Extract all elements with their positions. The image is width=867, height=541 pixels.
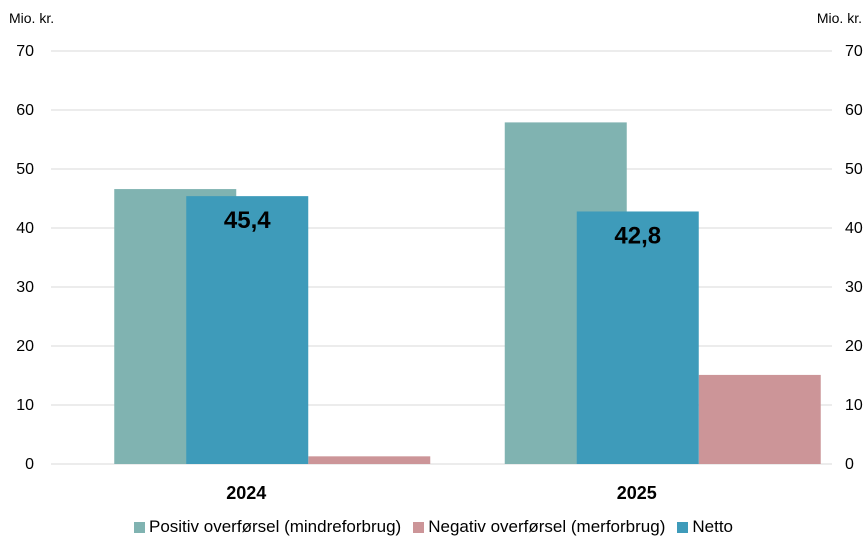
legend-swatch-netto bbox=[677, 521, 689, 533]
y-tick-label-right: 10 bbox=[845, 397, 863, 414]
bars bbox=[114, 122, 821, 464]
y-tick-label-left: 20 bbox=[16, 338, 34, 355]
legend: Positiv overførsel (mindreforbrug) Negat… bbox=[0, 516, 867, 538]
bar bbox=[308, 456, 431, 464]
bar bbox=[698, 374, 821, 464]
legend-item-positiv: Positiv overførsel (mindreforbrug) bbox=[133, 517, 402, 537]
y-tick-label-right: 40 bbox=[845, 220, 863, 237]
legend-item-netto: Netto bbox=[677, 517, 733, 537]
y-tick-label-left: 60 bbox=[16, 102, 34, 119]
legend-swatch-negativ bbox=[413, 521, 425, 533]
legend-swatch-positiv bbox=[133, 521, 145, 533]
y-tick-labels: 0 0 10 10 20 20 30 30 40 40 50 50 60 60 70 70 bbox=[16, 43, 863, 473]
y-tick-label-right: 50 bbox=[845, 161, 863, 178]
y-tick-label-right: 30 bbox=[845, 279, 863, 296]
chart-plot: Mio. kr. Mio. kr. 0 0 10 10 20 20 30 30 40 40 50 50… bbox=[9, 10, 863, 503]
data-label: 45,4 bbox=[224, 207, 271, 234]
data-label: 42,8 bbox=[614, 222, 661, 249]
y-axis-unit-right: Mio. kr. bbox=[817, 10, 862, 26]
y-tick-label-left: 50 bbox=[16, 161, 34, 178]
y-tick-label-left: 40 bbox=[16, 220, 34, 237]
y-tick-label-left: 0 bbox=[25, 456, 34, 473]
x-category-label: 2025 bbox=[617, 483, 657, 503]
y-tick-label-right: 20 bbox=[845, 338, 863, 355]
y-tick-label-right: 70 bbox=[845, 43, 863, 60]
bar bbox=[576, 211, 699, 464]
y-axis-unit-left: Mio. kr. bbox=[9, 10, 54, 26]
y-tick-label-left: 10 bbox=[16, 397, 34, 414]
y-tick-label-right: 0 bbox=[845, 456, 854, 473]
legend-label-positiv: Positiv overførsel (mindreforbrug) bbox=[148, 517, 402, 536]
legend-label-negativ: Negativ overførsel (merforbrug) bbox=[428, 517, 666, 536]
y-tick-label-left: 70 bbox=[16, 43, 34, 60]
data-labels: 45,4 42,8 bbox=[224, 207, 661, 249]
category-labels: 2024 2025 bbox=[226, 483, 657, 503]
x-category-label: 2024 bbox=[226, 483, 266, 503]
y-tick-label-right: 60 bbox=[845, 102, 863, 119]
bar bbox=[186, 196, 309, 464]
y-tick-label-left: 30 bbox=[16, 279, 34, 296]
legend-label-netto: Netto bbox=[692, 517, 733, 536]
legend-item-negativ: Negativ overførsel (merforbrug) bbox=[413, 517, 665, 537]
